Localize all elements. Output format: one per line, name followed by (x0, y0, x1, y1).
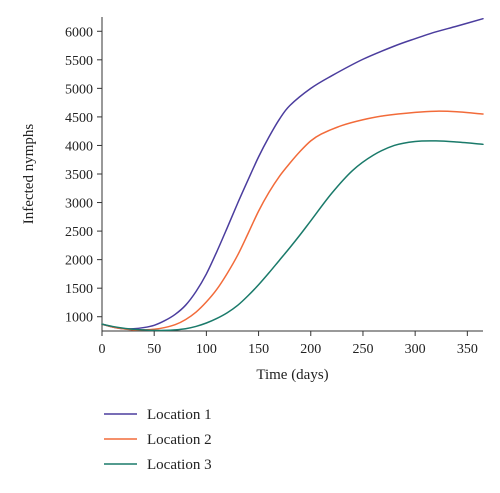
y-tick-label: 1500 (65, 282, 93, 297)
y-tick-label: 3500 (65, 168, 93, 183)
y-tick-label: 3000 (65, 197, 93, 212)
x-tick-label: 0 (99, 342, 106, 357)
y-ticks: 1000 1500 2000 2500 3000 3500 4000 4500 5000 5500… (65, 25, 102, 326)
series-line-location-1 (101, 17, 484, 330)
y-tick-label: 2000 (65, 254, 93, 269)
axes (101, 17, 483, 332)
y-axis-title: Infected nymphs (21, 124, 37, 225)
y-tick-label: 6000 (65, 25, 93, 40)
series-lines (101, 17, 484, 332)
y-tick-label: 4000 (65, 139, 93, 154)
x-tick-label: 300 (405, 342, 426, 357)
x-ticks: 0 50 100 150 200 250 300 350 (99, 331, 478, 357)
y-tick-label: 5500 (65, 54, 93, 69)
legend-label: Location 2 (147, 432, 212, 448)
x-tick-label: 200 (300, 342, 321, 357)
x-tick-label: 50 (147, 342, 161, 357)
x-tick-label: 150 (248, 342, 269, 357)
legend: Location 1 Location 2 Location 3 (104, 407, 212, 473)
series-line-location-3 (101, 140, 484, 332)
y-tick-label: 1000 (65, 311, 93, 326)
x-axis-title: Time (days) (256, 367, 328, 383)
series-line-location-2 (101, 110, 484, 331)
y-tick-label: 2500 (65, 225, 93, 240)
x-tick-label: 250 (352, 342, 373, 357)
y-tick-label: 5000 (65, 82, 93, 97)
x-tick-label: 350 (457, 342, 478, 357)
legend-label: Location 3 (147, 457, 212, 473)
legend-label: Location 1 (147, 407, 212, 423)
x-tick-label: 100 (196, 342, 217, 357)
y-tick-label: 4500 (65, 111, 93, 126)
